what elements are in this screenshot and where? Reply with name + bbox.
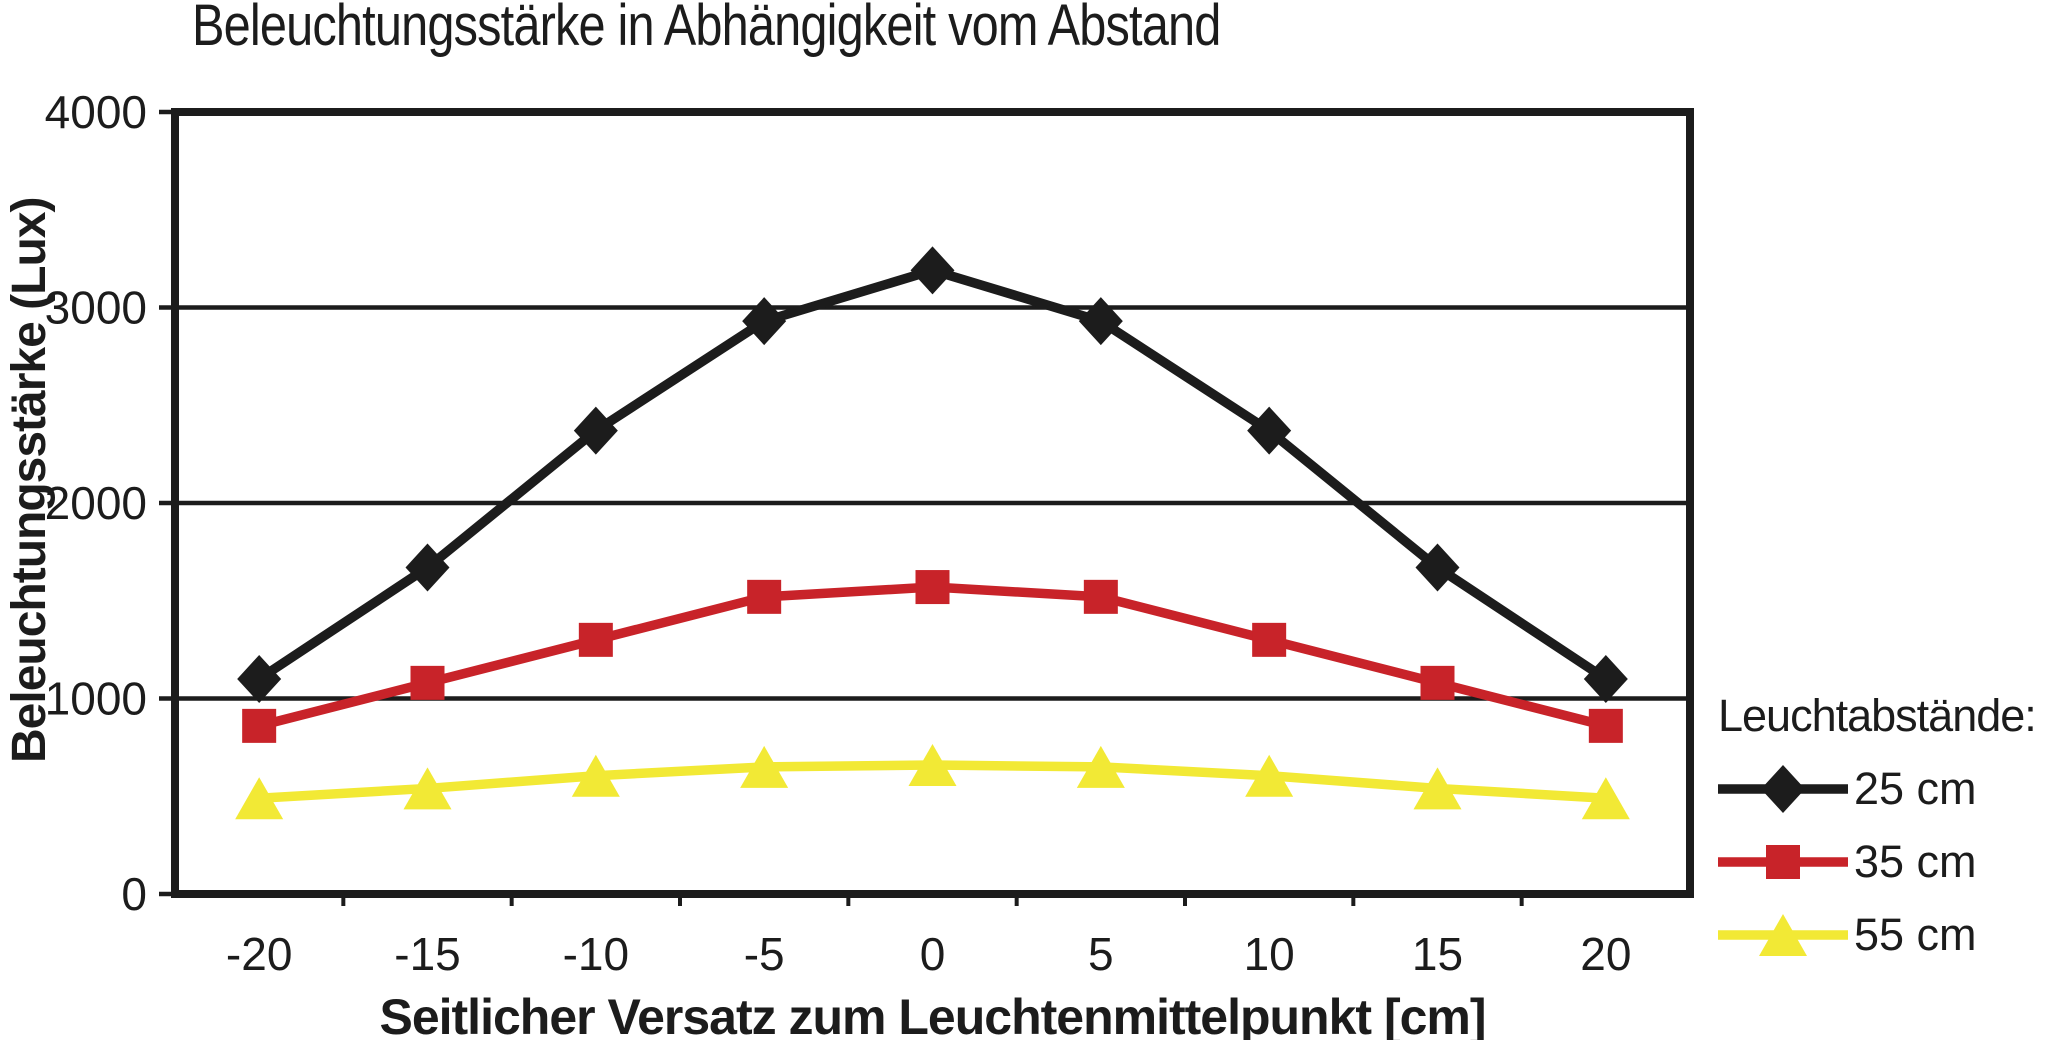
- diamond-marker-icon: [910, 246, 955, 295]
- x-tick-label: -10: [563, 928, 629, 980]
- triangle-marker-icon: [1413, 767, 1462, 810]
- square-marker-icon: [915, 570, 950, 605]
- diamond-marker-icon: [1761, 765, 1805, 813]
- legend-entry-25cm: 25 cm: [1718, 760, 2066, 818]
- square-marker-icon: [1252, 622, 1287, 657]
- diamond-marker-icon: [1415, 543, 1460, 592]
- y-tick-label: 3000: [45, 282, 147, 334]
- triangle-marker-icon: [1245, 754, 1294, 797]
- x-tick-label: -5: [744, 928, 785, 980]
- legend-entry-35cm: 35 cm: [1718, 833, 2066, 891]
- triangle-marker-icon: [908, 743, 957, 786]
- y-tick-label: 0: [121, 868, 147, 920]
- x-tick-label: -15: [394, 928, 460, 980]
- triangle-marker-icon: [571, 754, 620, 797]
- x-tick-label: 5: [1088, 928, 1114, 980]
- legend-marker-diamond-icon: [1718, 765, 1848, 813]
- y-tick-label: 4000: [45, 86, 147, 138]
- diamond-marker-icon: [573, 406, 618, 455]
- plot-frame: [171, 108, 1694, 898]
- square-marker-icon: [1766, 845, 1800, 879]
- y-tick-label: 2000: [45, 477, 147, 529]
- legend-title: Leuchtabstände:: [1718, 690, 2037, 741]
- legend-label: 35 cm: [1854, 836, 1977, 887]
- legend-marker-square-icon: [1718, 845, 1848, 879]
- legend: Leuchtabstände: 25 cm 35 cm 55 cm: [1718, 690, 2066, 979]
- square-marker-icon: [242, 708, 277, 743]
- triangle-marker-icon: [1076, 745, 1125, 788]
- diamond-marker-icon: [1583, 654, 1628, 703]
- chart-title: Beleuchtungsstärke in Abhängigkeit vom A…: [192, 0, 1221, 58]
- square-marker-icon: [578, 622, 613, 657]
- triangle-marker-icon: [235, 777, 284, 820]
- triangle-marker-icon: [1581, 777, 1630, 820]
- square-marker-icon: [410, 665, 445, 700]
- x-tick-label: 15: [1412, 928, 1463, 980]
- triangle-marker-icon: [403, 767, 452, 810]
- square-marker-icon: [1420, 665, 1455, 700]
- x-tick-label: 0: [920, 928, 946, 980]
- square-marker-icon: [747, 579, 782, 614]
- square-marker-icon: [1588, 708, 1623, 743]
- x-tick-label: -20: [226, 928, 292, 980]
- diamond-marker-icon: [742, 297, 787, 346]
- legend-label: 25 cm: [1854, 763, 1977, 814]
- series-line-35-cm: [257, 582, 1608, 731]
- legend-entry-55cm: 55 cm: [1718, 906, 2066, 964]
- diamond-marker-icon: [1247, 406, 1292, 455]
- triangle-marker-icon: [740, 745, 789, 788]
- y-tick-label: 1000: [45, 673, 147, 725]
- series-line-25-cm: [256, 265, 1609, 683]
- x-axis-title: Seitlicher Versatz zum Leuchtenmittelpun…: [379, 989, 1486, 1040]
- diamond-marker-icon: [1078, 297, 1123, 346]
- legend-marker-triangle-icon: [1718, 914, 1848, 956]
- square-marker-icon: [1083, 579, 1118, 614]
- x-tick-label: 20: [1580, 928, 1631, 980]
- triangle-marker-icon: [1759, 914, 1807, 956]
- x-tick-label: 10: [1244, 928, 1295, 980]
- diamond-marker-icon: [405, 543, 450, 592]
- diamond-marker-icon: [237, 654, 282, 703]
- legend-label: 55 cm: [1854, 909, 1977, 960]
